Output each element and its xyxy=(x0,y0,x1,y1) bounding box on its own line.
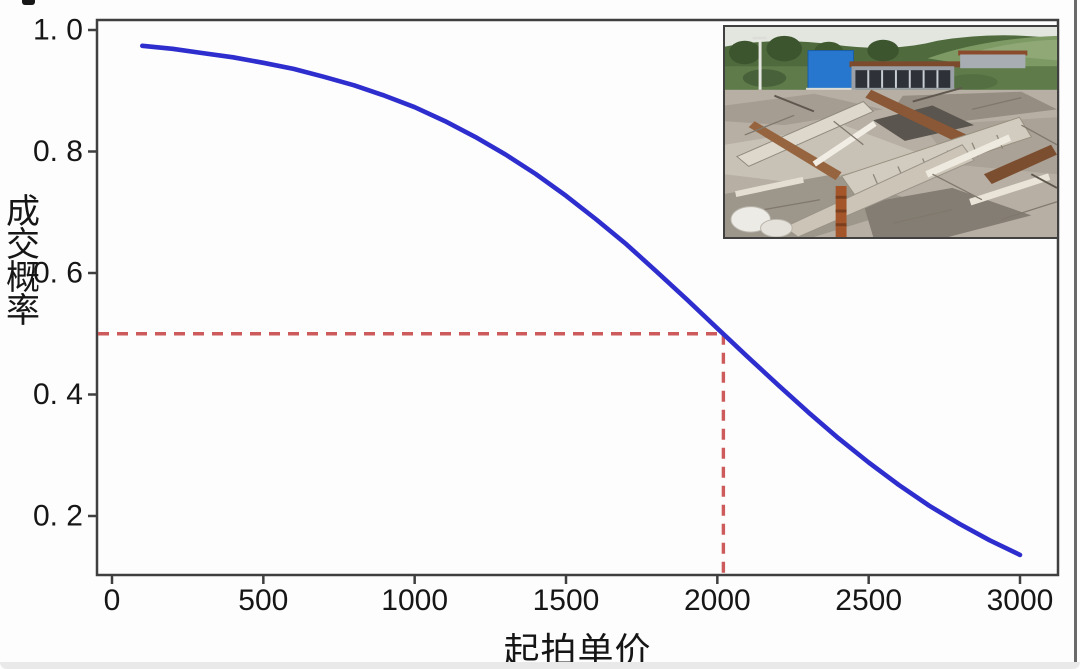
x-tick-label: 500 xyxy=(238,584,288,617)
photo-lamp-pole xyxy=(752,36,767,90)
probability-curve xyxy=(140,43,1023,558)
x-tick-label: 2000 xyxy=(684,584,751,617)
y-tick-label: 0. 8 xyxy=(33,135,83,168)
y-tick-label: 0. 4 xyxy=(33,378,83,411)
x-tick-label: 1500 xyxy=(533,584,600,617)
x-tick-label: 0 xyxy=(104,584,121,617)
photo-rubble-pile xyxy=(725,86,1057,237)
plot-frame xyxy=(95,18,1060,577)
page-bottom-edge xyxy=(0,662,1080,669)
y-tick-label: 1. 0 xyxy=(33,14,83,47)
photo-long-building xyxy=(849,50,1028,90)
corner-artifact xyxy=(22,0,35,5)
x-tick-label: 1000 xyxy=(381,584,448,617)
y-tick-label: 0. 6 xyxy=(33,257,83,290)
x-tick-label: 2500 xyxy=(835,584,902,617)
page-right-edge xyxy=(1074,0,1077,662)
x-tick-label: 3000 xyxy=(987,584,1054,617)
inset-photo xyxy=(723,25,1059,239)
y-axis-title: 成交概率 xyxy=(6,193,40,330)
y-tick-label: 0. 2 xyxy=(33,500,83,533)
